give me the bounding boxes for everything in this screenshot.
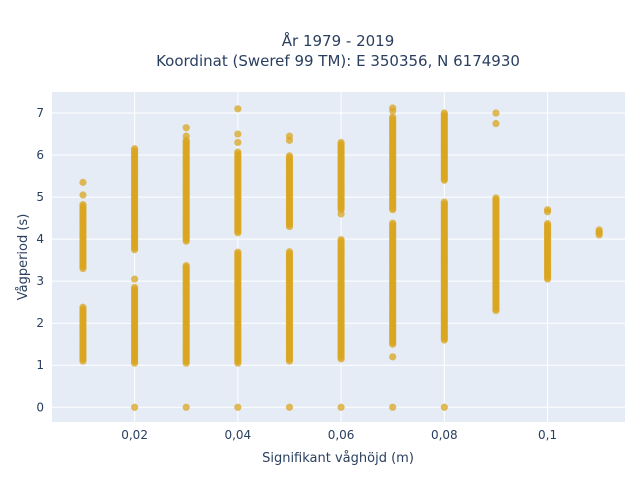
data-point [234,105,242,113]
y-tick-label: 5 [36,190,44,204]
x-tick-label: 0,08 [431,428,458,442]
y-tick-label: 4 [36,232,44,246]
chart-title-line2: Koordinat (Sweref 99 TM): E 350356, N 61… [156,52,520,70]
data-point [130,275,139,283]
x-tick-label: 0,04 [224,428,251,442]
y-tick-label: 7 [36,106,44,120]
y-tick-labels: 0 1 2 3 4 5 6 7 [36,106,44,414]
data-point [389,104,397,112]
data-point [234,248,242,256]
data-point [440,109,448,117]
data-point [79,191,87,199]
data-point [440,198,448,206]
data-point [337,403,345,411]
data-point [285,132,294,140]
y-tick-label: 0 [36,400,44,414]
data-point [389,113,397,121]
data-point [389,353,397,361]
data-point [337,138,345,147]
y-tick-label: 3 [36,274,44,288]
x-tick-label: 0,06 [328,428,355,442]
data-point [543,206,552,214]
data-point [182,124,190,132]
data-point [234,138,242,147]
data-point [285,403,294,411]
x-tick-label: 0,02 [121,428,148,442]
data-point [337,210,345,218]
data-point [389,219,397,227]
data-point [234,403,242,411]
data-point [79,303,87,311]
data-point [337,235,345,244]
data-point [234,130,242,138]
data-point [389,403,397,411]
data-point [492,194,500,202]
data-point [79,178,87,186]
data-point [182,132,190,140]
data-point [130,403,139,411]
x-tick-labels: 0,02 0,04 0,06 0,08 0,1 [121,428,557,442]
data-point [492,119,500,128]
data-point [130,145,139,153]
data-point [130,283,139,292]
y-axis-title: Vågperiod (s) [16,214,31,301]
data-point [234,148,242,156]
y-tick-label: 2 [36,316,44,330]
data-point [543,219,552,228]
data-point [79,201,87,209]
y-tick-label: 6 [36,148,44,162]
x-axis-title: Signifikant våghöjd (m) [262,451,414,466]
y-tick-label: 1 [36,358,44,372]
data-point [285,248,294,256]
data-point [492,109,500,117]
data-point [595,226,603,234]
data-points [79,104,603,411]
x-tick-label: 0,1 [538,428,557,442]
data-point [182,403,190,411]
data-point [285,152,294,160]
chart-title-line1: År 1979 - 2019 [282,31,395,50]
data-point [440,403,448,411]
data-point [182,262,190,270]
